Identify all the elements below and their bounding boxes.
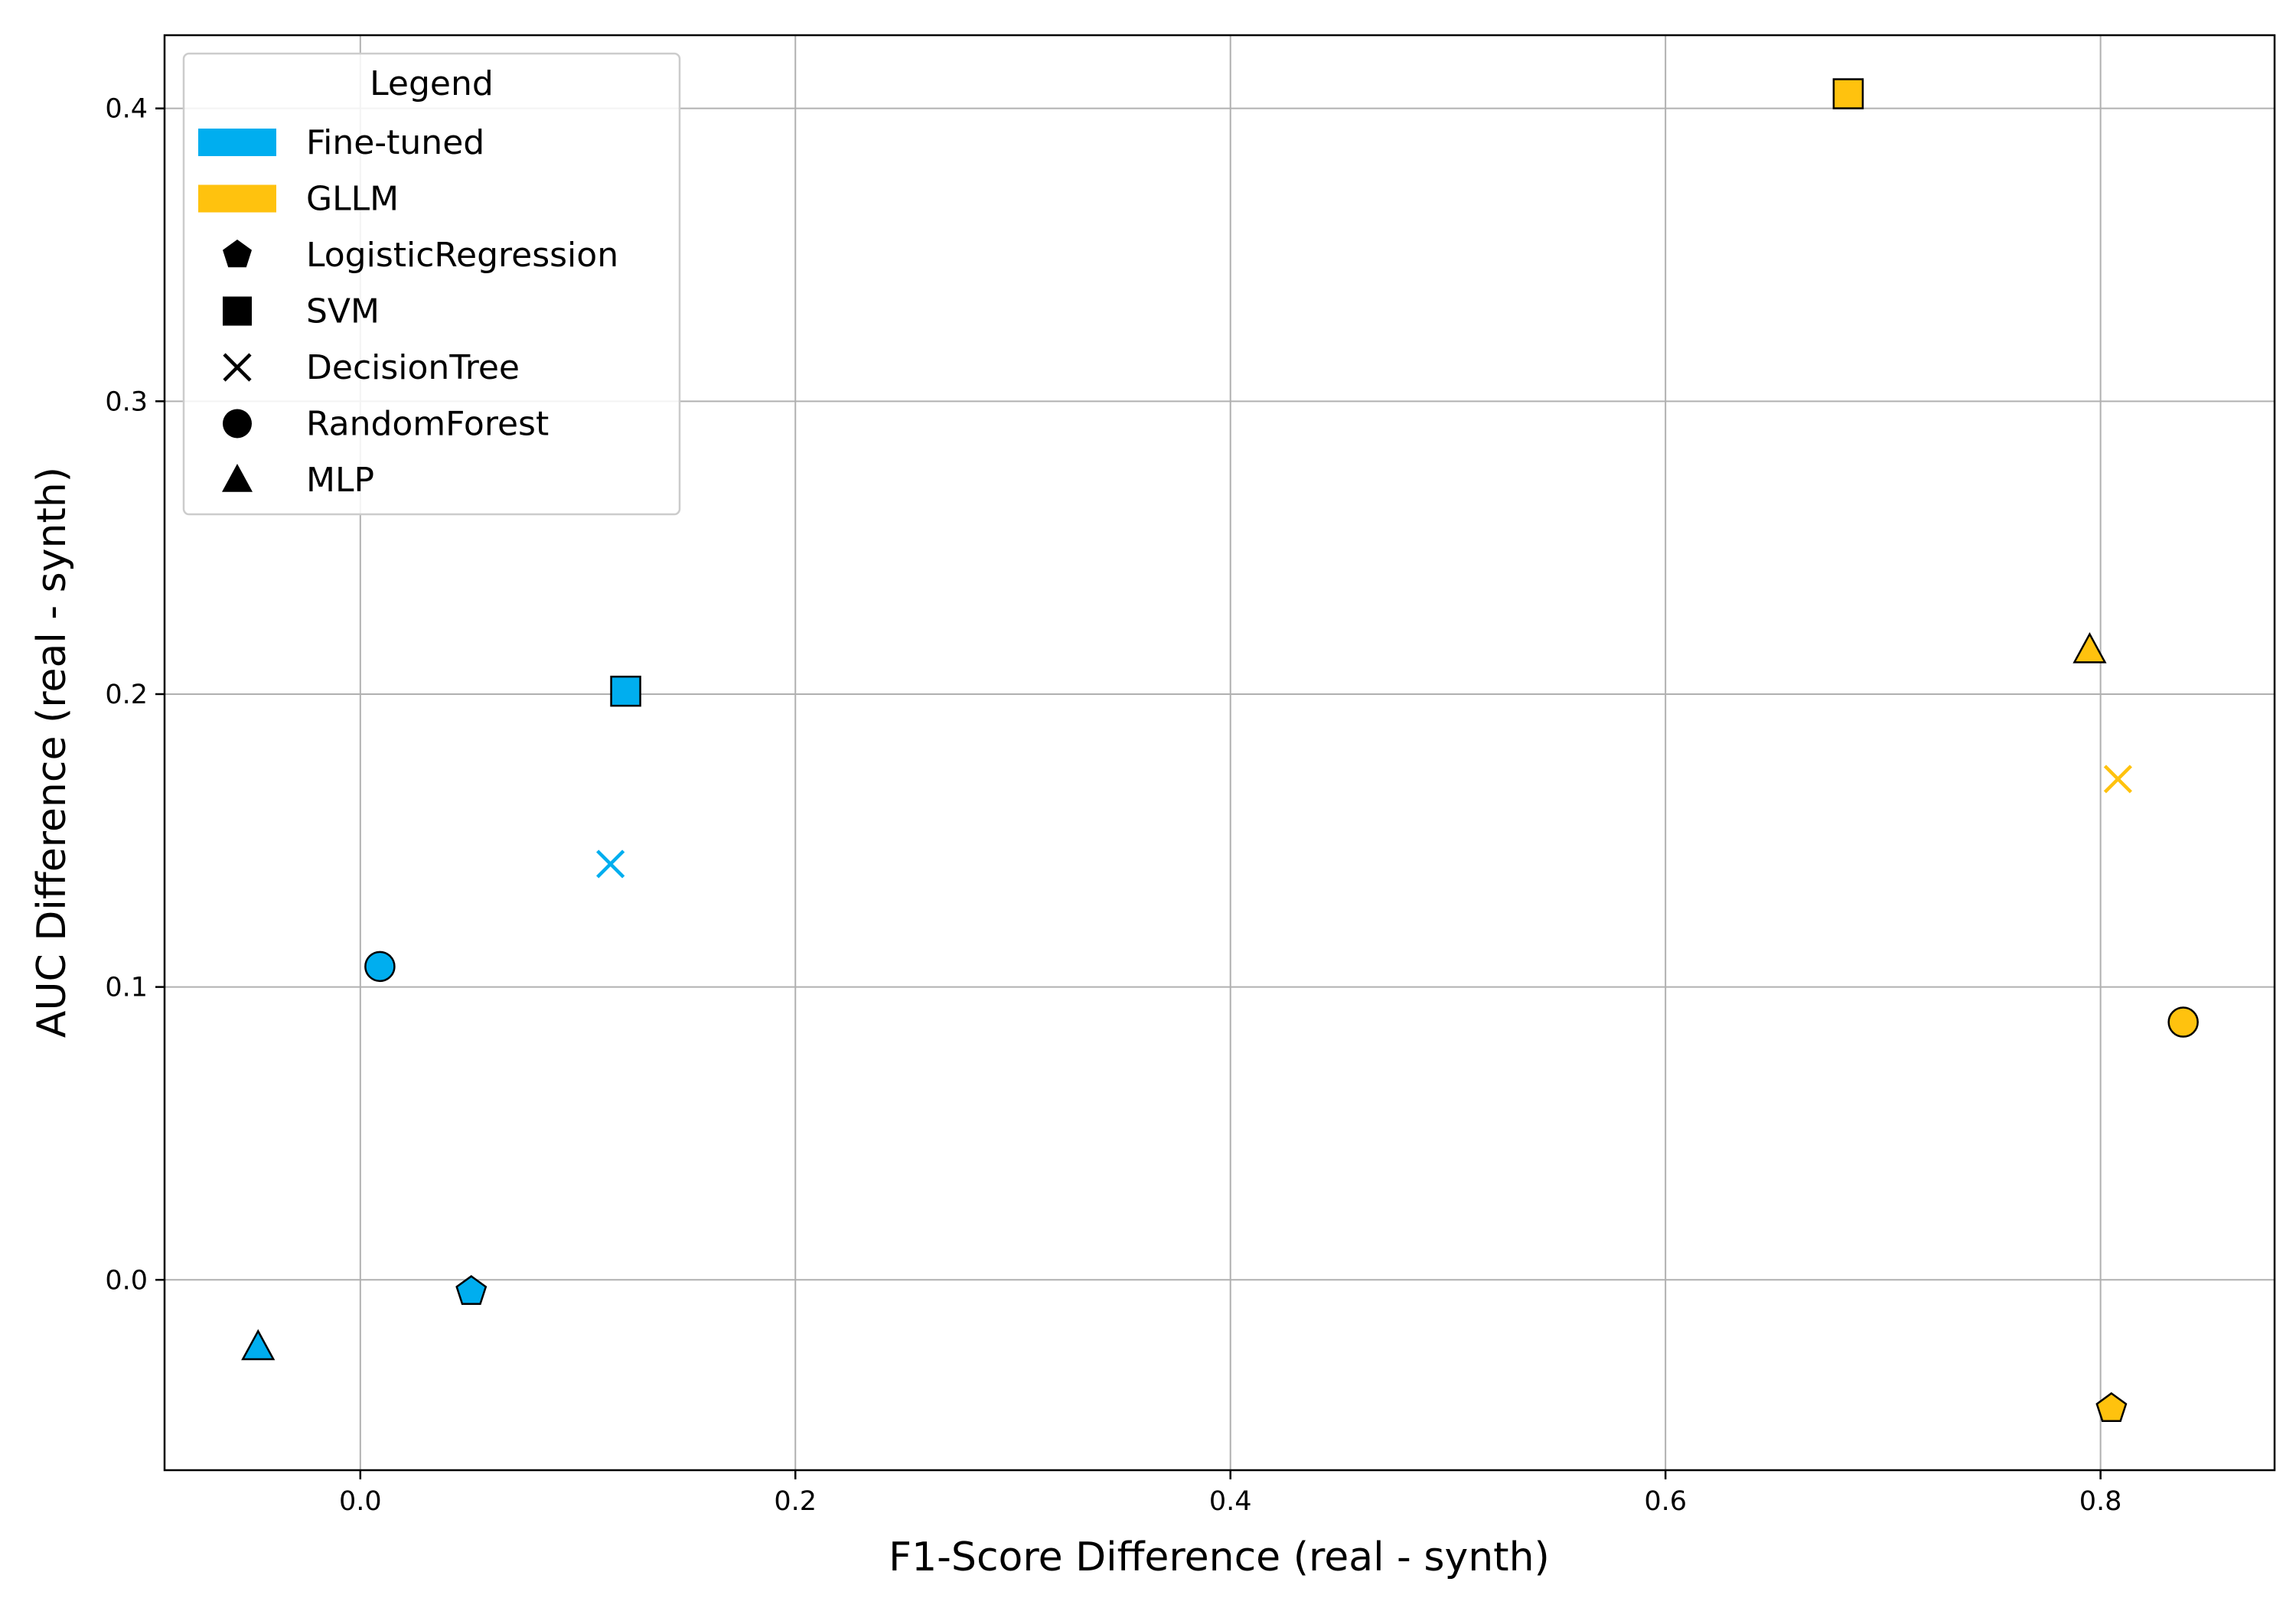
y-tick-label: 0.1 (105, 973, 148, 1003)
point-logisticregression-marker (455, 1275, 488, 1306)
series-gllm (1832, 78, 2199, 1423)
axis-ticks: 0.0 0.2 0.4 0.6 0.8 0.0 0.1 0.2 0.3 0.4 (105, 94, 2122, 1517)
legend-triangle-icon (222, 464, 253, 492)
point-decisiontree-marker (2103, 765, 2132, 794)
legend-label: SVM (306, 292, 380, 331)
legend-label: RandomForest (306, 405, 549, 444)
y-tick-label: 0.2 (105, 680, 148, 710)
legend-circle-icon (223, 409, 252, 439)
point-svm-marker (610, 675, 641, 707)
legend-label: Fine-tuned (306, 123, 484, 162)
y-tick-label: 0.3 (105, 386, 148, 417)
legend-label: MLP (306, 461, 374, 500)
legend-swatch (198, 129, 276, 156)
legend-label: DecisionTree (306, 348, 520, 387)
x-tick-label: 0.0 (339, 1486, 382, 1517)
point-mlp-marker (2073, 631, 2107, 664)
series-fine-tuned (241, 675, 641, 1361)
point-mlp-marker (241, 1329, 276, 1361)
point-randomforest-marker (2167, 1006, 2199, 1038)
legend-label: GLLM (306, 180, 399, 219)
legend-square-icon (223, 296, 252, 326)
legend-x-icon (223, 353, 252, 382)
plot-frame (163, 34, 2276, 1472)
point-randomforest-marker (364, 951, 396, 983)
data-points (241, 78, 2199, 1423)
legend-swatch (198, 184, 276, 213)
x-tick-label: 0.2 (774, 1486, 817, 1517)
point-decisiontree-marker (596, 850, 625, 879)
legend: Legend Fine-tuned GLLM LogisticRegression SV… (182, 52, 681, 516)
legend-label: LogisticRegression (306, 236, 618, 275)
x-axis-label: F1-Score Difference (real - synth) (889, 1534, 1550, 1580)
legend-box (182, 52, 681, 516)
point-logisticregression-marker (2095, 1392, 2128, 1423)
x-tick-label: 0.6 (1644, 1486, 1687, 1517)
legend-pentagon-icon (223, 240, 252, 268)
x-tick-label: 0.4 (1209, 1486, 1252, 1517)
legend-title: Legend (370, 64, 494, 103)
y-axis-label: AUC Difference (real - synth) (29, 467, 75, 1038)
point-svm-marker (1832, 78, 1864, 109)
x-tick-label: 0.8 (2079, 1486, 2122, 1517)
y-tick-label: 0.0 (105, 1265, 148, 1296)
y-tick-label: 0.4 (105, 94, 148, 125)
